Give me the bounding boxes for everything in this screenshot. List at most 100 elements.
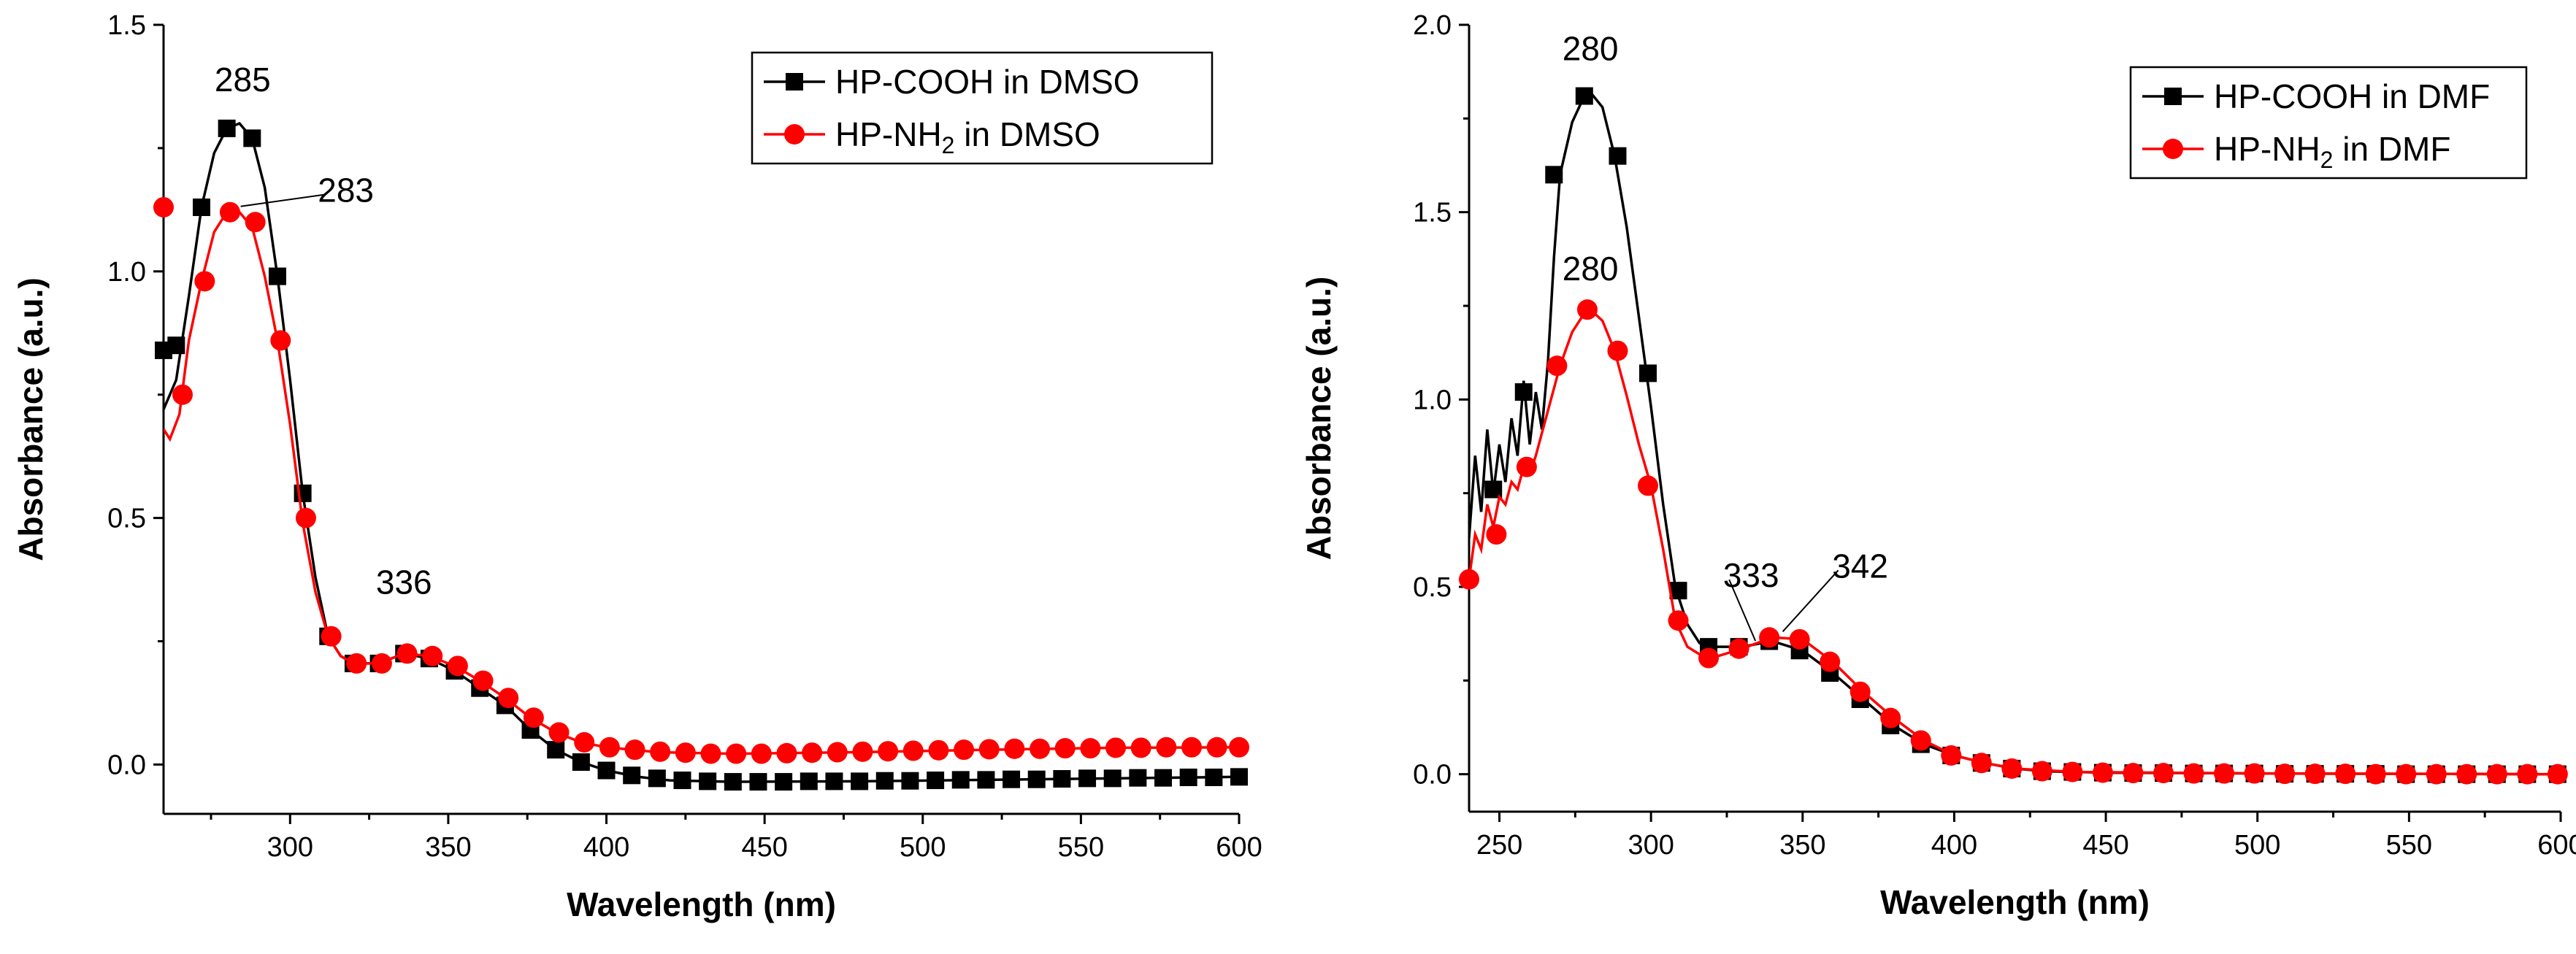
peak-label: 283 (318, 172, 374, 209)
data-point-hp-nh2 (2153, 763, 2174, 784)
peak-label: 333 (1723, 556, 1779, 594)
data-point-hp-nh2 (1638, 475, 1659, 496)
data-point-hp-nh2 (726, 743, 747, 764)
legend-label: HP-NH2 in DMF (2214, 130, 2450, 173)
data-point-hp-cooh (1609, 147, 1627, 165)
data-point-hp-cooh (1103, 769, 1122, 788)
data-point-hp-nh2 (1668, 610, 1689, 631)
data-point-hp-nh2 (1004, 738, 1025, 759)
data-point-hp-nh2 (498, 688, 519, 709)
y-tick-label: 1.0 (107, 257, 146, 288)
data-point-hp-nh2 (346, 653, 367, 674)
data-point-hp-nh2 (1576, 299, 1598, 320)
y-tick-label: 2.0 (1413, 10, 1452, 41)
data-point-hp-nh2 (2486, 763, 2507, 785)
peak-leader-line (1782, 569, 1839, 632)
data-point-hp-nh2 (270, 330, 291, 351)
absorbance-chart-dmf: 0.0 0.5 1.0 1.5 2.0 250 300 350 400 450 500 550 600 W… (1300, 10, 2576, 921)
data-point-hp-cooh (851, 772, 869, 790)
data-point-hp-cooh (1514, 383, 1533, 401)
x-tick-label: 300 (1628, 830, 1674, 861)
data-point-hp-nh2 (1181, 736, 1203, 758)
data-point-hp-cooh (699, 772, 717, 790)
data-point-hp-nh2 (978, 739, 1000, 760)
data-point-hp-cooh (1545, 166, 1563, 184)
peak-label: 285 (215, 61, 271, 99)
legend-label-tail: in DMSO (954, 115, 1100, 153)
data-point-hp-nh2 (599, 736, 620, 758)
data-point-hp-cooh (1078, 769, 1097, 788)
peak-label: 280 (1563, 250, 1619, 288)
x-tick-label: 600 (1216, 832, 1262, 863)
data-point-hp-nh2 (1789, 628, 1810, 650)
data-point-hp-nh2 (902, 740, 924, 761)
data-point-hp-nh2 (928, 739, 949, 761)
data-point-hp-nh2 (396, 643, 418, 664)
data-point-hp-nh2 (2396, 763, 2417, 785)
data-point-hp-cooh (623, 766, 641, 785)
data-point-hp-nh2 (2547, 763, 2568, 785)
peak-leader-line (1728, 579, 1757, 642)
data-point-hp-nh2 (1910, 730, 1931, 751)
data-point-hp-nh2 (827, 742, 848, 763)
data-point-hp-nh2 (852, 741, 873, 762)
legend-label-main: HP-COOH in DMF (2214, 77, 2490, 115)
data-point-hp-nh2 (1820, 651, 1841, 672)
series-line-hp-cooh (164, 122, 1240, 783)
data-point-hp-cooh (901, 772, 919, 790)
series-line-hp-nh2 (1469, 307, 2561, 776)
y-axis-title: Absorbance (a.u.) (1300, 277, 1338, 561)
data-point-hp-cooh (547, 741, 565, 759)
data-point-hp-nh2 (2426, 763, 2447, 785)
data-point-hp-nh2 (2183, 763, 2204, 784)
data-point-hp-cooh (825, 772, 843, 790)
data-point-hp-nh2 (1728, 638, 1749, 659)
data-point-hp-cooh (1027, 770, 1046, 788)
x-tick-label: 500 (2234, 830, 2280, 861)
data-point-hp-cooh (724, 773, 742, 791)
data-point-hp-nh2 (219, 201, 240, 223)
x-tick-label: 550 (1058, 832, 1104, 863)
data-point-hp-cooh (800, 772, 818, 790)
x-tick-label: 350 (1779, 830, 1825, 861)
data-point-hp-cooh (875, 772, 894, 790)
x-axis-title: Wavelength (nm) (1880, 883, 2150, 921)
legend-label-subscript: 2 (2320, 147, 2334, 173)
legend-label: HP-COOH in DMF (2214, 77, 2490, 115)
data-point-hp-cooh (218, 119, 236, 137)
data-point-hp-nh2 (2304, 763, 2326, 785)
data-point-hp-nh2 (1105, 737, 1127, 758)
y-tick-label: 1.5 (1413, 198, 1452, 228)
data-point-hp-cooh (294, 484, 312, 502)
data-point-hp-nh2 (1546, 355, 1568, 377)
data-point-hp-nh2 (1941, 745, 1962, 766)
absorbance-chart-dmso: 0.0 0.5 1.0 1.5 300 350 400 450 500 550 600 Wavelen… (12, 10, 1262, 923)
data-point-hp-cooh (927, 772, 945, 790)
data-point-hp-nh2 (172, 384, 193, 405)
data-point-hp-nh2 (624, 739, 645, 761)
x-tick-label: 400 (583, 832, 629, 863)
chart-panel-dmso: 0.0 0.5 1.0 1.5 300 350 400 450 500 550 600 Wavelen… (0, 0, 1288, 950)
data-point-hp-nh2 (1030, 738, 1051, 759)
data-point-hp-nh2 (1229, 736, 1249, 758)
data-point-hp-cooh (673, 772, 691, 790)
data-point-hp-nh2 (650, 741, 671, 762)
data-point-hp-cooh (1003, 770, 1021, 788)
legend-box (751, 51, 1214, 165)
data-point-hp-nh2 (194, 271, 215, 292)
x-tick-label: 250 (1476, 830, 1522, 861)
data-point-hp-cooh (1639, 364, 1657, 382)
data-point-hp-nh2 (447, 655, 468, 677)
data-point-hp-cooh (243, 129, 261, 147)
data-point-hp-nh2 (1607, 340, 1628, 361)
x-tick-label: 350 (425, 832, 471, 863)
data-point-hp-nh2 (2517, 763, 2538, 785)
data-point-hp-cooh (1575, 87, 1593, 105)
legend-marker-square (786, 73, 803, 91)
data-point-hp-cooh (1205, 769, 1223, 787)
data-point-hp-nh2 (1698, 647, 1720, 669)
y-tick-label: 0.0 (1413, 760, 1452, 790)
data-point-hp-nh2 (574, 732, 595, 753)
data-point-hp-nh2 (548, 722, 570, 743)
legend-box (2129, 66, 2528, 180)
